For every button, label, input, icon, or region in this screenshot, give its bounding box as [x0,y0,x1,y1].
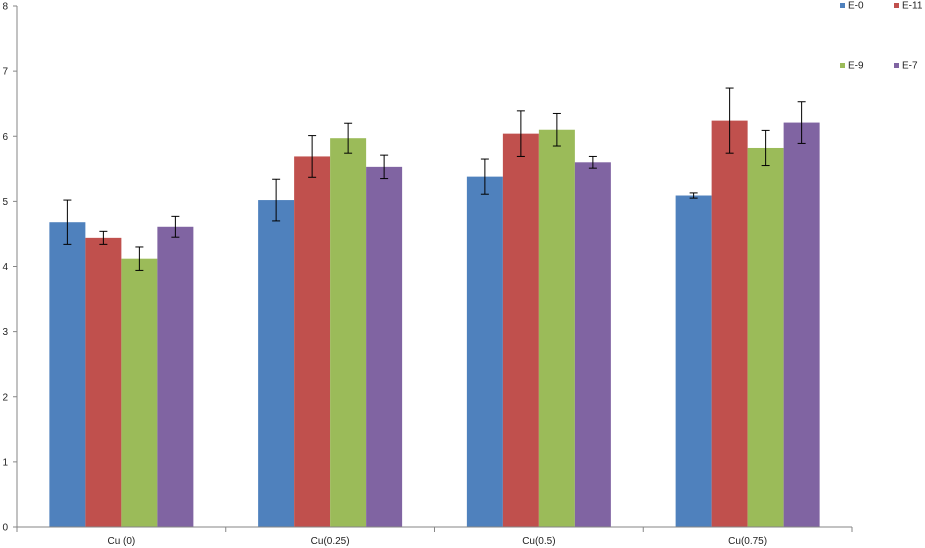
x-category-label: Cu(0.75) [728,536,767,547]
error-bar [380,154,389,180]
error-bar [516,110,525,157]
y-tick-label: 4 [2,262,8,273]
error-bar [725,87,734,154]
legend-item-e-0: E-0 [840,1,864,12]
y-tick-label: 7 [2,67,8,78]
legend-swatch [894,63,899,68]
bar-e-11-2 [502,133,539,527]
error-bar [272,178,281,222]
bar-e-11-0 [85,237,122,527]
y-tick-label: 8 [2,2,8,13]
legend-swatch [840,3,845,8]
legend-item-e-11: E-11 [894,1,923,12]
legend-swatch [840,63,845,68]
x-category-label: Cu(0.5) [522,536,555,547]
bar-e-11-3 [711,120,748,528]
error-bar [689,192,698,199]
error-bar [63,199,72,245]
y-tick-label: 5 [2,197,8,208]
legend-item-e-9: E-9 [840,61,864,72]
bar-e-7-1 [366,166,403,527]
bar-e-0-0 [49,222,86,527]
y-tick-label: 0 [2,523,8,534]
bar-e-7-2 [574,162,611,528]
error-bar [797,101,806,144]
y-tick-label: 3 [2,327,8,338]
bar-e-9-3 [747,147,784,527]
error-bar [344,122,353,154]
error-bar [761,129,770,167]
error-bar [171,215,180,238]
bars [49,87,820,528]
legend-label: E-0 [848,1,864,12]
legend-swatch [894,3,899,8]
x-category-label: Cu(0.25) [311,536,350,547]
bar-e-9-2 [538,129,575,528]
error-bar [308,135,317,178]
bar-e-7-3 [783,122,820,527]
y-tick-label: 1 [2,457,8,468]
legend-label: E-11 [902,1,923,12]
error-bar [552,112,561,147]
legend-label: E-9 [848,61,864,72]
error-bar [480,158,489,195]
error-bar [588,155,597,169]
bar-e-0-3 [675,195,712,528]
legend-item-e-7: E-7 [894,61,918,72]
error-bar [135,246,144,271]
x-category-label: Cu (0) [107,536,135,547]
legend: E-0 E-11 E-9 E-7 [840,1,923,72]
y-axis: 0 1 2 3 4 5 6 7 8 [2,2,18,534]
bar-e-7-0 [157,226,194,527]
bar-e-9-0 [121,258,158,527]
error-bar [99,230,108,245]
bar-e-11-1 [294,156,331,527]
bar-e-0-1 [258,200,295,527]
legend-label: E-7 [902,61,918,72]
bar-e-9-1 [330,138,367,528]
y-tick-label: 2 [2,392,8,403]
bar-e-0-2 [466,176,503,527]
y-tick-label: 6 [2,132,8,143]
x-axis: Cu (0) Cu(0.25) Cu(0.5) Cu(0.75) [16,526,853,547]
